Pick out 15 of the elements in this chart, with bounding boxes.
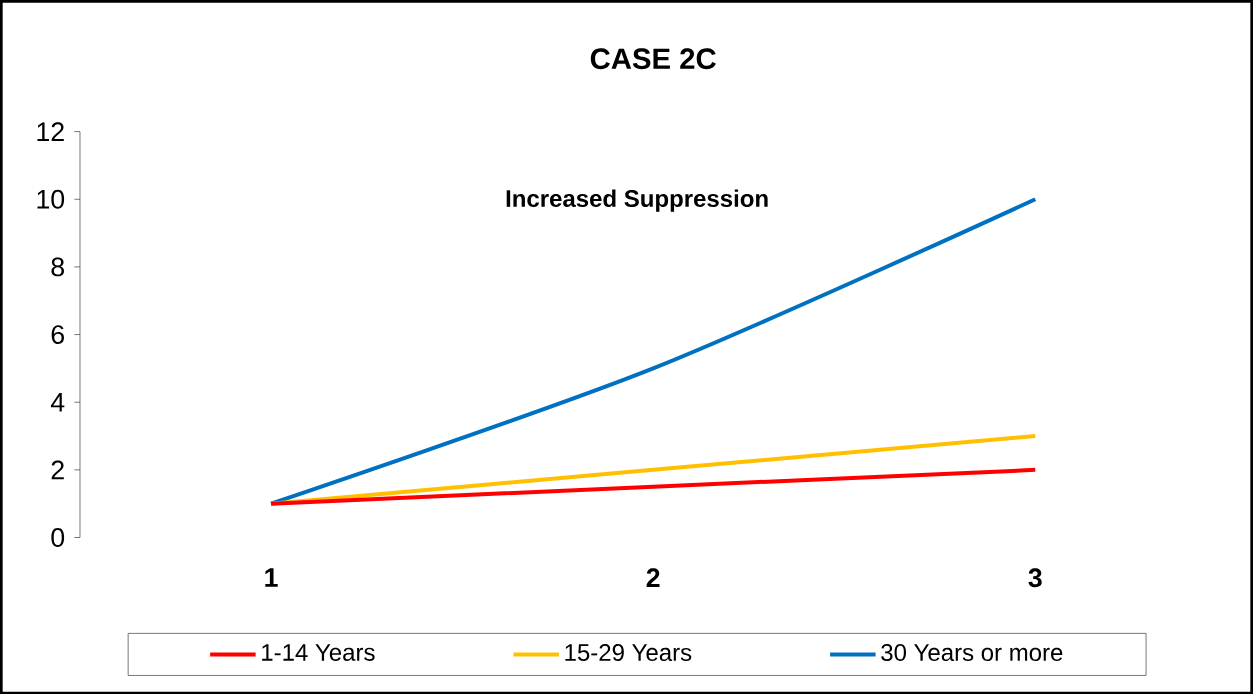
y-tick-label: 4	[50, 392, 65, 412]
y-tick-label: 10	[37, 189, 65, 209]
x-tick-label: 3	[1028, 568, 1042, 588]
legend-label: 1-14 Years	[262, 643, 375, 661]
y-tick-label: 0	[51, 527, 65, 547]
y-tick-label: 6	[51, 324, 64, 344]
legend-label: 30 Years or more	[881, 643, 1063, 661]
y-tick-label: 2	[51, 460, 64, 479]
legend-label: 15-29 Years	[565, 643, 692, 661]
annotation: Increased Suppression	[506, 189, 768, 212]
chart-title: CASE 2C	[590, 48, 716, 69]
y-tick-label: 8	[51, 257, 64, 277]
x-tick-label: 1	[265, 568, 278, 587]
x-tick-label: 2	[646, 568, 660, 587]
y-tick-label: 12	[37, 122, 64, 141]
